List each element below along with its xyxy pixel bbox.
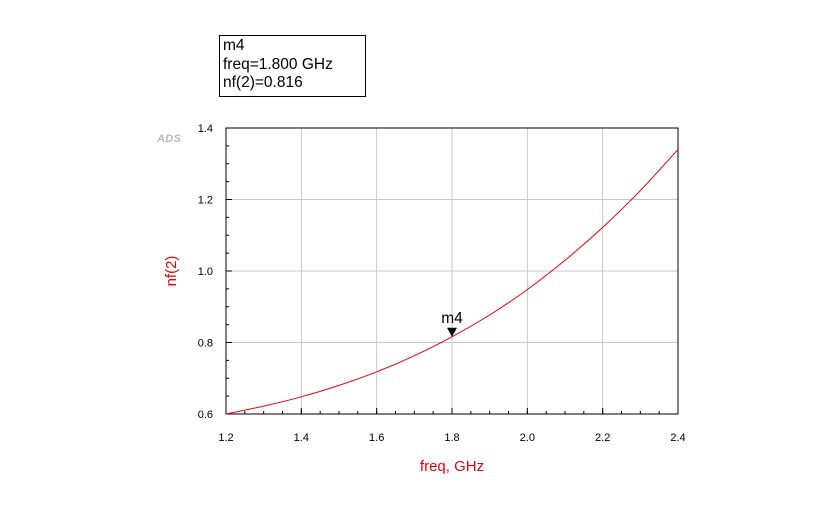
plot-frame [225, 127, 679, 415]
marker-label: m4 [441, 310, 463, 327]
tick-labels: 1.2 1.4 1.6 1.8 2.0 2.2 2.4 0.6 0.8 1.0 1.2 1.4 [198, 123, 686, 444]
y-tick-label: 0.8 [198, 338, 213, 350]
marker-triangle-icon[interactable] [447, 327, 457, 337]
ads-logo: ADS [157, 133, 182, 145]
y-tick-label: 1.0 [198, 266, 213, 278]
x-tick-label: 1.8 [444, 432, 459, 444]
x-tick-label: 1.2 [218, 432, 233, 444]
marker-layer: m4 [441, 310, 463, 337]
y-axis-label: nf(2) [163, 256, 180, 287]
series-layer [225, 149, 679, 415]
x-axis-label: freq, GHz [420, 458, 484, 475]
grid [226, 128, 678, 414]
x-tick-label: 2.2 [595, 432, 610, 444]
x-tick-label: 1.6 [369, 432, 384, 444]
x-tick-label: 1.4 [294, 432, 309, 444]
x-tick-label: 2.0 [520, 432, 535, 444]
marker-freq: freq=1.800 GHz [223, 55, 333, 73]
series-line-nf2 [225, 149, 679, 415]
y-tick-label: 1.4 [198, 123, 213, 135]
x-tick-label: 2.4 [670, 432, 685, 444]
marker-readout-box[interactable]: m4 freq=1.800 GHz nf(2)=0.816 [219, 35, 366, 97]
y-tick-label: 0.6 [198, 409, 213, 421]
marker-name: m4 [223, 37, 245, 54]
y-tick-label: 1.2 [198, 195, 213, 207]
marker-value: nf(2)=0.816 [223, 74, 303, 91]
